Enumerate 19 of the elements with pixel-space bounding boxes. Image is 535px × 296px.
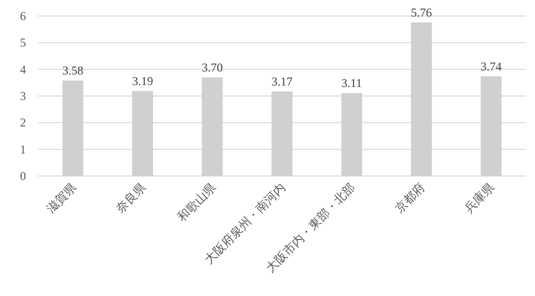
x-tick-label: 兵庫県 [462,180,498,216]
y-tick-label: 3 [20,89,26,103]
data-label: 3.58 [62,64,84,78]
y-tick-label: 1 [20,142,26,156]
x-tick-label: 和歌山県 [174,180,218,224]
data-label: 3.17 [272,74,292,88]
x-tick-label: 滋賀県 [44,180,79,216]
y-tick-label: 0 [20,169,26,183]
y-tick-label: 6 [20,9,26,23]
y-tick-label: 4 [20,62,26,76]
y-tick-label: 2 [20,116,26,130]
x-tick-label: 京都府 [392,180,428,216]
x-tick-label: 奈良県 [113,180,149,216]
y-tick-label: 5 [20,36,26,50]
data-label: 3.11 [341,76,362,90]
data-label: 3.70 [202,60,223,74]
data-label: 3.19 [132,74,154,88]
data-label: 3.74 [480,59,502,74]
data-label: 5.76 [410,5,432,20]
